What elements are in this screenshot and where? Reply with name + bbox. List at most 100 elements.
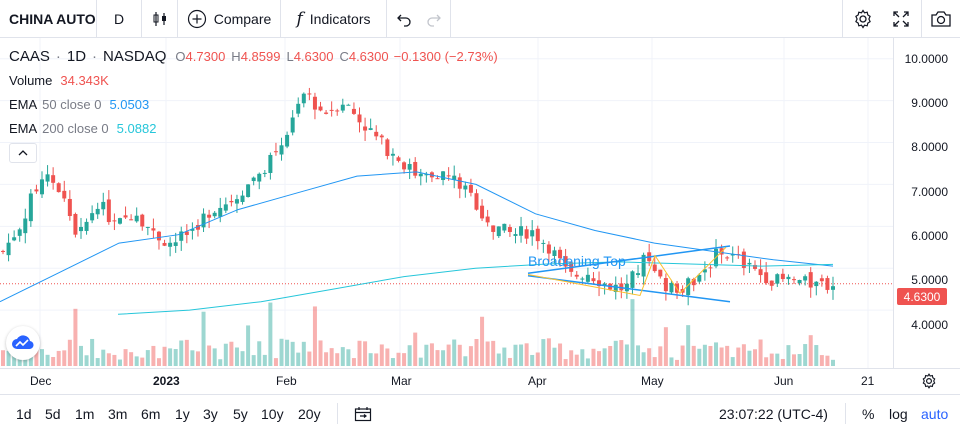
volume-bar — [39, 349, 44, 366]
volume-bar — [552, 347, 557, 366]
candle-body — [418, 173, 423, 177]
candle-body — [101, 201, 106, 210]
candle-body — [808, 272, 813, 288]
volume-bar — [151, 345, 156, 366]
candle-body — [541, 242, 546, 244]
legend-volume-row[interactable]: Volume 34.343K — [9, 68, 498, 92]
price-tick: 4.0000 — [911, 318, 948, 332]
volume-bar — [184, 339, 189, 366]
undo-button[interactable] — [390, 0, 418, 38]
symbol-search[interactable]: CHINA AUTO — [9, 11, 96, 27]
pattern-zigzag — [527, 246, 727, 297]
gear-icon — [922, 373, 936, 389]
volume-bar — [608, 345, 613, 366]
volume-bar — [324, 352, 329, 366]
legend-collapse-button[interactable] — [9, 143, 37, 163]
range-10y[interactable]: 10y — [261, 405, 284, 422]
legend-symbol[interactable]: CAAS — [9, 47, 50, 65]
volume-bar — [585, 358, 590, 366]
range-5y[interactable]: 5y — [233, 405, 248, 422]
candle-body — [179, 231, 184, 241]
volume-bar — [452, 339, 457, 366]
candle-body — [262, 172, 267, 174]
volume-bar — [507, 357, 512, 366]
tradingview-logo[interactable] — [6, 326, 40, 360]
chart-type-button[interactable] — [142, 0, 177, 38]
candle-body — [730, 254, 735, 256]
volume-bar — [769, 353, 774, 366]
fullscreen-button[interactable] — [884, 0, 918, 38]
range-1m[interactable]: 1m — [75, 405, 95, 422]
price-tick: 6.0000 — [911, 229, 948, 243]
camera-icon — [931, 11, 951, 27]
candle-body — [585, 274, 590, 282]
range-20y[interactable]: 20y — [298, 405, 321, 422]
candle-body — [246, 184, 251, 197]
volume-bar — [463, 356, 468, 366]
volume-bar — [78, 345, 83, 366]
price-tick: 8.0000 — [911, 140, 948, 154]
price-chart[interactable] — [0, 38, 893, 368]
pattern-upper-line — [527, 245, 731, 274]
redo-button[interactable] — [420, 0, 448, 38]
time-scale[interactable] — [0, 368, 960, 394]
range-5d[interactable]: 5d — [45, 405, 61, 422]
range-1y[interactable]: 1y — [175, 405, 190, 422]
legend-interval: 1D — [66, 47, 87, 65]
indicators-button[interactable]: f Indicators — [281, 0, 386, 38]
volume-bar — [307, 351, 312, 366]
candle-body — [301, 93, 306, 104]
volume-bar — [312, 306, 317, 366]
range-6m[interactable]: 6m — [141, 405, 161, 422]
legend-ema200-row[interactable]: EMA 200 close 0 5.0882 — [9, 116, 498, 140]
volume-bar — [112, 354, 117, 366]
candle-body — [396, 157, 401, 161]
settings-button[interactable] — [846, 0, 880, 38]
undo-icon — [397, 14, 411, 27]
volume-bar — [558, 343, 563, 366]
candle-body — [474, 193, 479, 210]
goto-date-button[interactable] — [352, 403, 374, 425]
volume-bar — [273, 358, 278, 366]
candle-body — [831, 286, 835, 290]
volume-bar — [814, 345, 819, 366]
volume-bar — [73, 308, 78, 366]
volume-bar — [285, 339, 290, 366]
volume-bar — [597, 351, 602, 366]
open-label: O — [175, 48, 186, 64]
clock-display[interactable]: 23:07:22 (UTC-4) — [719, 405, 828, 422]
price-scale[interactable] — [893, 38, 960, 368]
auto-scale-toggle[interactable]: auto — [921, 405, 949, 422]
percent-scale-toggle[interactable]: % — [862, 405, 875, 422]
interval-button[interactable]: D — [113, 11, 125, 27]
candle-body — [524, 229, 529, 239]
candle-body — [312, 96, 317, 110]
range-3y[interactable]: 3y — [203, 405, 218, 422]
log-scale-toggle[interactable]: log — [889, 405, 908, 422]
volume-bar — [441, 350, 446, 366]
compare-button[interactable]: Compare — [178, 0, 280, 38]
pattern-label[interactable]: Broadening Top — [528, 253, 626, 269]
scale-settings-button[interactable] — [918, 371, 940, 391]
range-3m[interactable]: 3m — [108, 405, 128, 422]
candle-body — [402, 162, 407, 170]
volume-bar — [296, 352, 301, 366]
volume-bar — [385, 348, 390, 366]
candle-body — [106, 199, 111, 223]
legend-ema50-row[interactable]: EMA 50 close 0 5.0503 — [9, 92, 498, 116]
candle-body — [363, 126, 368, 131]
snapshot-button[interactable] — [922, 0, 960, 38]
price-tick: 5.0000 — [911, 273, 948, 287]
candle-body — [67, 198, 72, 217]
volume-bar — [179, 340, 184, 366]
volume-bar — [290, 341, 295, 366]
range-1d[interactable]: 1d — [16, 405, 32, 422]
chart-pane[interactable] — [0, 38, 893, 368]
volume-bar — [162, 346, 167, 366]
volume-bar — [736, 347, 741, 366]
candle-body — [279, 145, 284, 155]
volume-bar — [591, 348, 596, 366]
volume-bar — [190, 350, 195, 366]
candle-body — [296, 103, 301, 114]
candle-body — [663, 278, 668, 292]
